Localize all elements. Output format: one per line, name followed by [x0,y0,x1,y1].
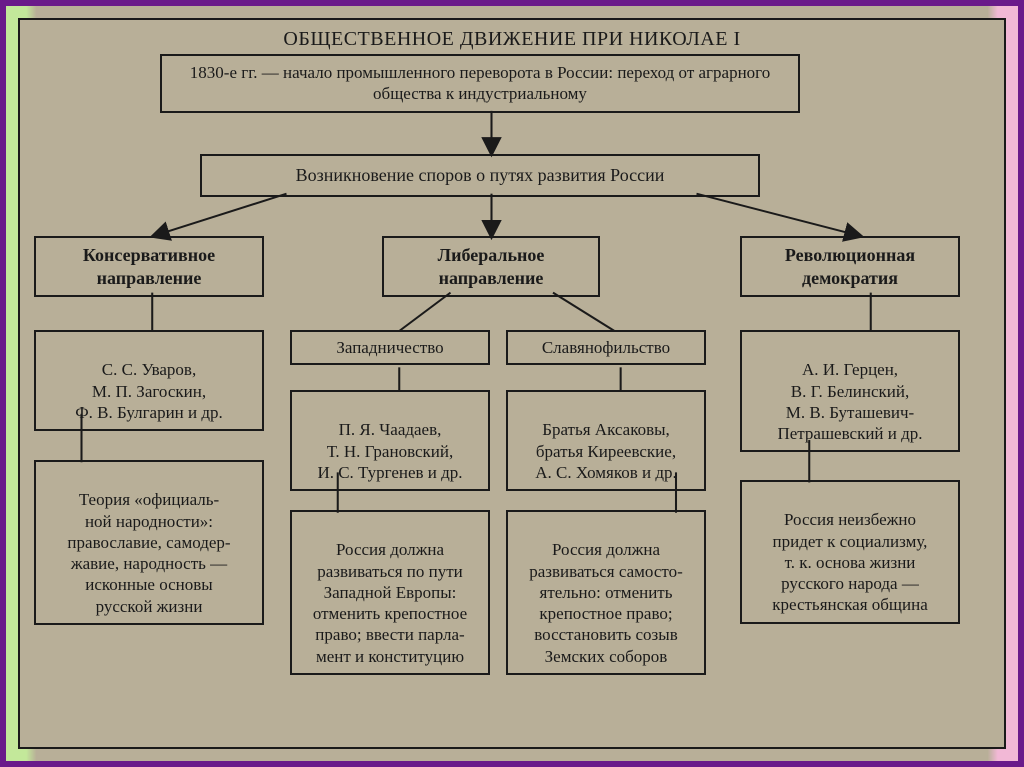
mid-question-box: Возникновение споров о путях развития Ро… [200,154,760,197]
slavophile-people: Братья Аксаковы, братья Киреевские, А. С… [506,390,706,491]
revolutionary-desc-text: Россия неизбежно придет к социализму, т.… [772,510,928,614]
revolutionary-header: Революционная демократия [740,236,960,297]
liberal-header: Либеральное направление [382,236,600,297]
conservative-people-text: С. С. Уваров, М. П. Загоскин, Ф. В. Булг… [75,360,223,422]
westernism-people-text: П. Я. Чаадаев, Т. Н. Грановский, И. С. Т… [317,420,462,482]
slavophile-desc: Россия должна развиваться самосто- ятель… [506,510,706,675]
paper-panel: ОБЩЕСТВЕННОЕ ДВИЖЕНИЕ ПРИ НИКОЛАЕ I 1830… [18,18,1006,749]
revolutionary-header-text: Революционная демократия [785,245,915,288]
diagram-title: ОБЩЕСТВЕННОЕ ДВИЖЕНИЕ ПРИ НИКОЛАЕ I [38,28,986,51]
conservative-header-text: Консервативное направление [83,245,215,288]
top-context-box: 1830-е гг. — начало промышленного перево… [160,54,800,113]
slavophile-people-text: Братья Аксаковы, братья Киреевские, А. С… [535,420,677,482]
conservative-desc-text: Теория «официаль- ной народности»: право… [67,490,230,615]
westernism-label-text: Западничество [336,338,443,357]
conservative-header: Консервативное направление [34,236,264,297]
liberal-header-text: Либеральное направление [438,245,545,288]
outer-frame: ОБЩЕСТВЕННОЕ ДВИЖЕНИЕ ПРИ НИКОЛАЕ I 1830… [0,0,1024,767]
westernism-label: Западничество [290,330,490,365]
slavophile-label: Славянофильство [506,330,706,365]
revolutionary-desc: Россия неизбежно придет к социализму, т.… [740,480,960,624]
westernism-desc: Россия должна развиваться по пути Западн… [290,510,490,675]
revolutionary-people: А. И. Герцен, В. Г. Белинский, М. В. Бут… [740,330,960,452]
slavophile-desc-text: Россия должна развиваться самосто- ятель… [529,540,682,665]
conservative-people: С. С. Уваров, М. П. Загоскин, Ф. В. Булг… [34,330,264,431]
westernism-people: П. Я. Чаадаев, Т. Н. Грановский, И. С. Т… [290,390,490,491]
mid-question-text: Возникновение споров о путях развития Ро… [296,165,665,185]
westernism-desc-text: Россия должна развиваться по пути Западн… [313,540,467,665]
revolutionary-people-text: А. И. Герцен, В. Г. Белинский, М. В. Бут… [777,360,922,443]
top-context-text: 1830-е гг. — начало промышленного перево… [190,63,770,103]
slavophile-label-text: Славянофильство [542,338,670,357]
conservative-desc: Теория «официаль- ной народности»: право… [34,460,264,625]
